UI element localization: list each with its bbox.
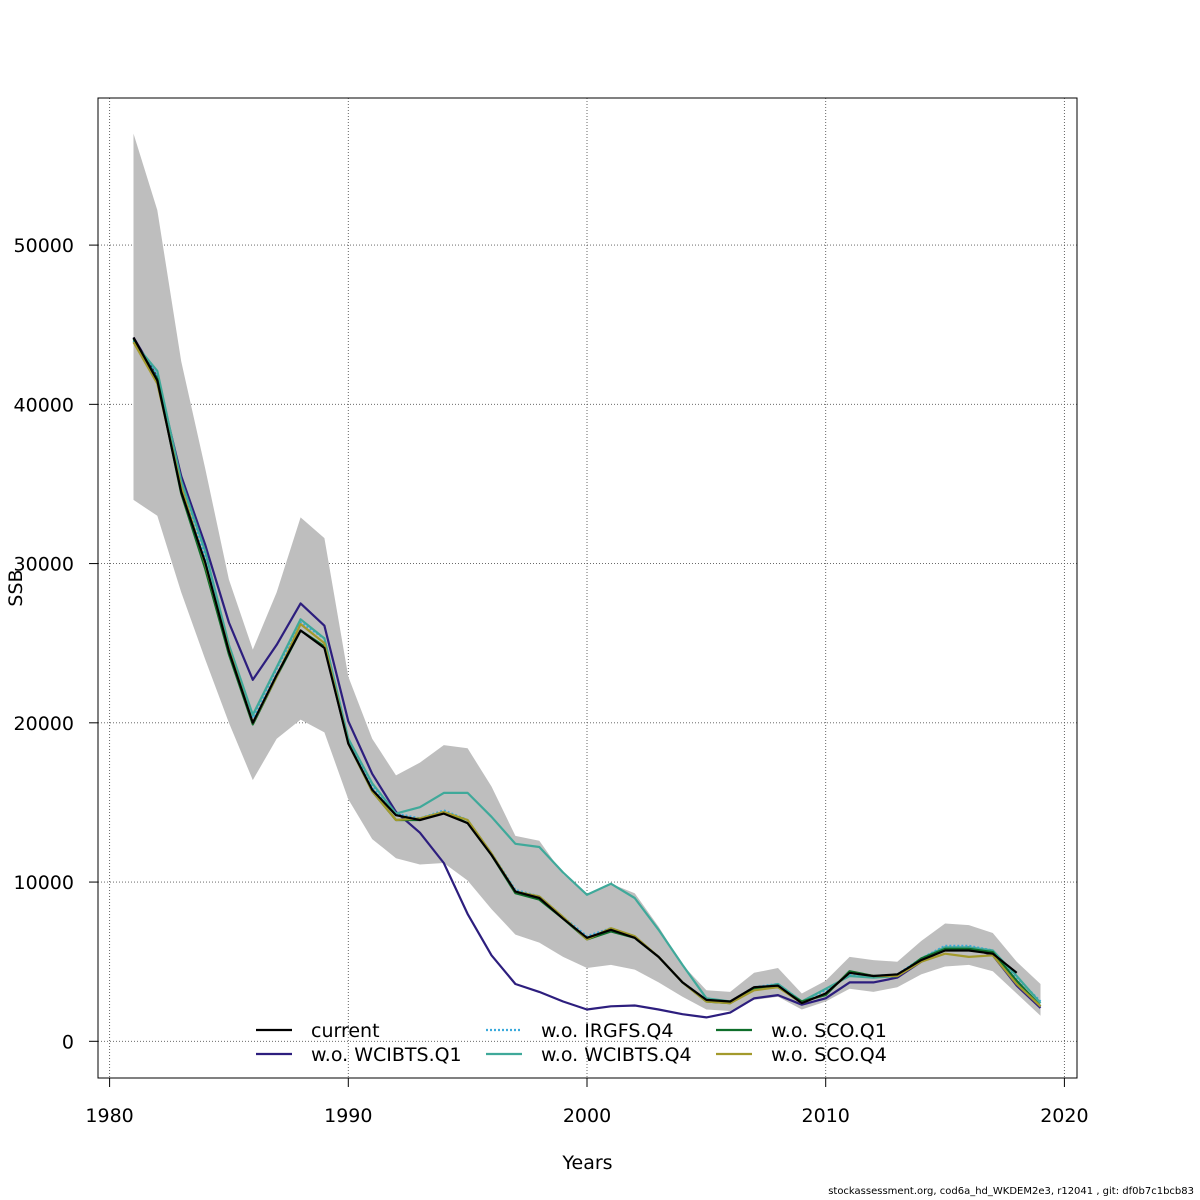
- y-tick-label: 50000: [14, 235, 74, 257]
- series-line-current: [132, 336, 1018, 1005]
- x-tick-label: 2020: [1040, 1105, 1088, 1127]
- x-tick-label: 1990: [324, 1105, 372, 1127]
- legend-label: w.o. WCIBTS.Q1: [311, 1044, 462, 1066]
- x-axis-label: Years: [561, 1152, 612, 1174]
- x-tick-label: 1980: [85, 1105, 133, 1127]
- y-tick-label: 40000: [14, 394, 74, 416]
- legend-label: w.o. WCIBTS.Q4: [541, 1044, 692, 1066]
- series-line-w-o-wcibts-q1: [132, 336, 1042, 1019]
- y-tick-label: 0: [62, 1031, 74, 1053]
- legend-label: w.o. SCO.Q4: [771, 1044, 887, 1066]
- x-axis: 1980 1990 2000 2010 2020: [85, 1077, 1089, 1127]
- confidence-band: [133, 133, 1041, 1016]
- legend-label: w.o. IRGFS.Q4: [541, 1020, 673, 1042]
- y-axis-label: SSB: [5, 569, 27, 606]
- legend-label: w.o. SCO.Q1: [771, 1020, 887, 1042]
- confidence-band-area: [133, 133, 1041, 1016]
- footer-credit: stockassessment.org, cod6a_hd_WKDEM2e3, …: [828, 1186, 1194, 1197]
- y-axis: 0 10000 20000 30000 40000 50000: [14, 235, 99, 1053]
- series-lines: [132, 336, 1042, 1019]
- x-tick-label: 2000: [563, 1105, 611, 1127]
- grid-lines: [98, 98, 1077, 1078]
- y-tick-label: 10000: [14, 872, 74, 894]
- x-tick-label: 2010: [802, 1105, 850, 1127]
- legend-label: current: [311, 1020, 380, 1042]
- y-tick-label: 20000: [14, 713, 74, 735]
- y-tick-label: 30000: [14, 554, 74, 576]
